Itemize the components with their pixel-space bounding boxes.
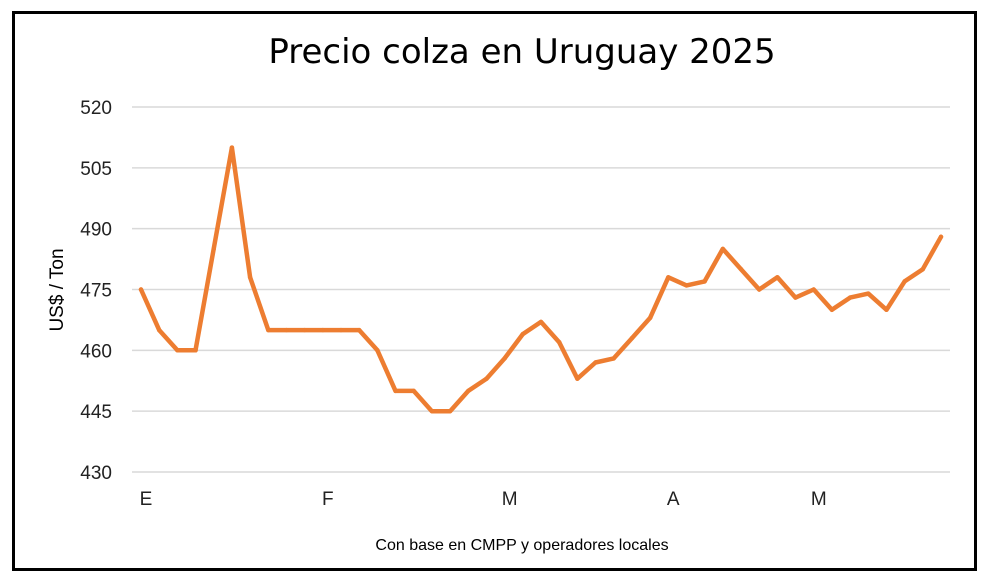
data-point	[902, 279, 907, 284]
data-point	[829, 307, 835, 312]
data-point	[229, 145, 235, 150]
data-point	[447, 408, 453, 414]
data-point	[302, 327, 307, 333]
data-point	[211, 246, 216, 252]
data-point	[720, 246, 726, 252]
data-point	[266, 327, 271, 333]
data-point	[466, 388, 471, 394]
data-point	[847, 295, 853, 300]
data-point	[320, 327, 326, 333]
data-point	[575, 376, 580, 381]
x-axis-title: Con base en CMPP y operadores locales	[375, 537, 668, 554]
data-point	[866, 291, 871, 296]
x-tick-label: F	[322, 489, 334, 510]
y-axis-title: US$ / Ton	[47, 248, 68, 331]
data-point	[484, 376, 489, 381]
y-tick-label: 520	[80, 98, 112, 119]
data-point	[793, 295, 798, 300]
x-tick-label: A	[667, 489, 680, 510]
x-tick-label: E	[140, 489, 153, 510]
series-layer	[138, 145, 944, 414]
data-point	[811, 287, 816, 292]
chart-title: Precio colza en Uruguay 2025	[268, 32, 775, 72]
data-point	[175, 348, 180, 353]
y-tick-label: 430	[80, 463, 112, 484]
y-tick-label: 490	[80, 220, 112, 241]
x-tick-label: M	[811, 489, 827, 510]
data-point	[666, 275, 671, 280]
data-point	[938, 234, 944, 239]
data-point	[593, 360, 598, 365]
x-tick-label: M	[502, 489, 518, 510]
data-point	[647, 315, 653, 321]
y-tick-label: 460	[80, 341, 112, 362]
data-point	[156, 327, 162, 333]
data-point	[375, 348, 380, 353]
y-tick-label: 505	[80, 159, 112, 180]
data-point	[629, 335, 635, 341]
data-point	[556, 340, 562, 345]
data-point	[284, 327, 289, 333]
gridlines	[132, 106, 950, 473]
data-point	[502, 356, 507, 361]
data-point	[393, 388, 398, 394]
data-point	[702, 279, 707, 284]
data-point	[611, 356, 616, 361]
data-point	[884, 307, 889, 312]
series-line	[138, 145, 944, 414]
data-point	[520, 331, 526, 337]
y-tick-label: 475	[80, 281, 112, 302]
data-point	[338, 327, 344, 333]
y-tick-label: 445	[80, 402, 112, 423]
data-point	[538, 319, 544, 325]
data-point	[429, 408, 435, 414]
data-point	[193, 348, 198, 353]
data-point	[738, 267, 744, 272]
y-tick-labels: 430 445 460 475 490 505 520	[80, 98, 112, 484]
data-point	[775, 275, 780, 280]
data-point	[138, 287, 144, 292]
data-point	[684, 283, 689, 288]
data-point	[920, 267, 926, 272]
data-point	[411, 388, 416, 394]
data-point	[756, 287, 762, 292]
data-point	[356, 327, 362, 333]
data-point	[247, 275, 253, 280]
